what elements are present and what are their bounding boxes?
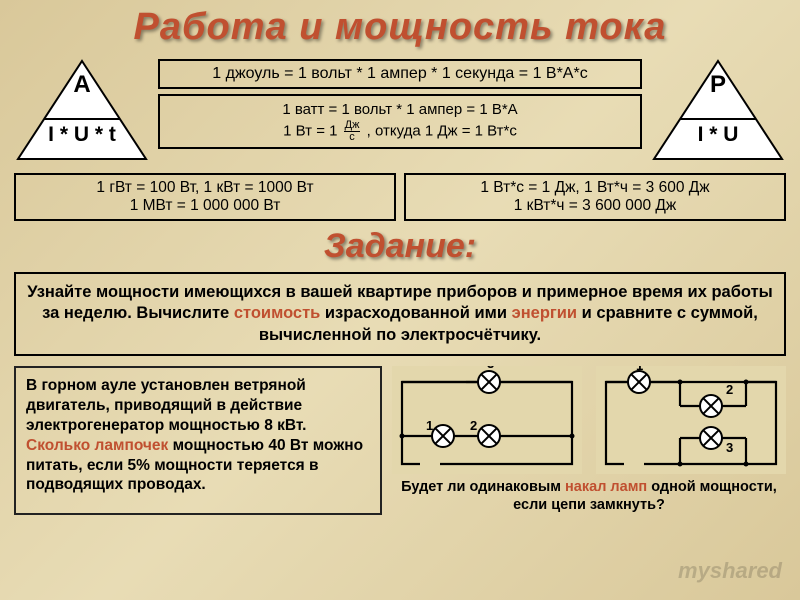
lamp-label-3b: 3 [726, 440, 733, 455]
problem-left: В горном ауле установлен ветряной двигат… [14, 366, 382, 514]
problem-highlight: Сколько лампочек [26, 437, 168, 454]
formula-column: 1 джоуль = 1 вольт * 1 ампер * 1 секунда… [158, 57, 642, 149]
conv-line: 1 гВт = 100 Вт, 1 кВт = 1000 Вт [22, 179, 388, 197]
problems-row: В горном ауле установлен ветряной двигат… [0, 356, 800, 514]
problem-right: 1 2 3 [392, 366, 786, 514]
task-highlight: энергии [512, 304, 578, 322]
conversions-left: 1 гВт = 100 Вт, 1 кВт = 1000 Вт 1 МВт = … [14, 173, 396, 221]
lamp-label-1b: 1 [636, 366, 643, 373]
lamp-label-1: 1 [426, 418, 433, 433]
conversions-right: 1 Вт*с = 1 Дж, 1 Вт*ч = 3 600 Дж 1 кВт*ч… [404, 173, 786, 221]
conv-line: 1 Вт*с = 1 Дж, 1 Вт*ч = 3 600 Дж [412, 179, 778, 197]
formula-post: , откуда 1 Дж = 1 Вт*с [367, 122, 517, 139]
problem-right-caption: Будет ли одинаковым накал ламп одной мощ… [392, 478, 786, 514]
formula-watt: 1 ватт = 1 вольт * 1 ампер = 1 В*А 1 Вт … [158, 94, 642, 149]
fraction-den: с [344, 132, 361, 143]
watermark: myshared [678, 558, 782, 584]
formula-joule: 1 джоуль = 1 вольт * 1 ампер * 1 секунда… [158, 59, 642, 89]
lamp-label-2: 2 [470, 418, 477, 433]
triangle-work-top: A [14, 71, 150, 99]
triangle-work: A I * U * t [14, 57, 150, 167]
fraction-num: Дж [344, 120, 361, 132]
task-text: израсходованной ими [320, 304, 511, 322]
circuit-diagrams: 1 2 3 [392, 366, 786, 474]
formula-watt-line2: 1 Вт = 1 Дж с , откуда 1 Дж = 1 Вт*с [166, 120, 634, 143]
circuit-a: 1 2 3 [392, 366, 582, 474]
triangle-power: P I * U [650, 57, 786, 167]
triangle-power-bottom: I * U [650, 123, 786, 147]
task-highlight: стоимость [234, 304, 321, 322]
problem-text: В горном ауле установлен ветряной двигат… [26, 377, 306, 434]
page-title: Работа и мощность тока [0, 0, 800, 57]
lamp-label-2b: 2 [726, 382, 733, 397]
formula-watt-line1: 1 ватт = 1 вольт * 1 ампер = 1 В*А [166, 100, 634, 120]
caption-highlight: накал ламп [565, 479, 647, 495]
task-main: Узнайте мощности имеющихся в вашей кварт… [14, 272, 786, 356]
task-header: Задание: [0, 225, 800, 272]
lamp-label-3: 3 [487, 366, 494, 371]
formulas-row: A I * U * t 1 джоуль = 1 вольт * 1 ампер… [0, 57, 800, 167]
fraction: Дж с [344, 120, 361, 143]
formula-pre: 1 Вт = 1 [283, 122, 337, 139]
conversions-row: 1 гВт = 100 Вт, 1 кВт = 1000 Вт 1 МВт = … [0, 167, 800, 225]
triangle-work-bottom: I * U * t [14, 123, 150, 147]
conv-line: 1 кВт*ч = 3 600 000 Дж [412, 197, 778, 215]
caption-text: Будет ли одинаковым [401, 479, 565, 495]
circuit-b: 1 2 3 [596, 366, 786, 474]
conv-line: 1 МВт = 1 000 000 Вт [22, 197, 388, 215]
triangle-power-top: P [650, 71, 786, 99]
